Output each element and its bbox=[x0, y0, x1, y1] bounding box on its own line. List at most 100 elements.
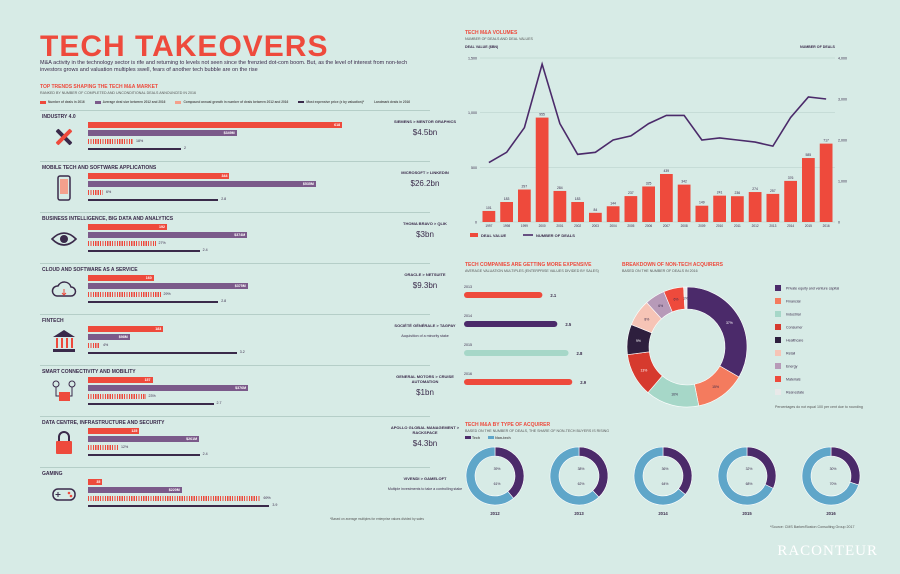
landmark-deal: ORACLE > NETSUITE $9.3bn bbox=[385, 272, 465, 296]
trend-name: FINTECH bbox=[42, 318, 64, 324]
eye-icon bbox=[50, 225, 78, 253]
y-tick-label: 1,500 bbox=[468, 57, 477, 61]
legend-label: Real estate bbox=[786, 391, 804, 395]
trend-name: BUSINESS INTELLIGENCE, BIG DATA AND ANAL… bbox=[42, 216, 174, 222]
legend-swatch bbox=[775, 298, 781, 304]
x-tick-label: 1999 bbox=[521, 224, 528, 228]
y2-tick-label: 2,000 bbox=[838, 139, 847, 143]
trend-row: CLOUD AND SOFTWARE AS A SERVICE 160 $375M 2… bbox=[40, 263, 446, 313]
multiple-bar bbox=[464, 379, 573, 385]
legend-label: Retail bbox=[786, 352, 795, 356]
cagr-value: 69% bbox=[263, 496, 271, 500]
x-tick-label: 2004 bbox=[610, 224, 617, 228]
bytype-title: TECH M&A BY TYPE OF ACQUIRER bbox=[465, 422, 551, 428]
avg-deal-size-bar: $261M bbox=[88, 436, 200, 442]
legend-label: Industrial bbox=[786, 313, 801, 317]
breakdown-title: BREAKDOWN OF NON-TECH ACQUIRERS bbox=[622, 262, 723, 268]
volumes-left-axis-label: DEAL VALUE ($bn) bbox=[465, 45, 499, 49]
cagr-bar bbox=[88, 343, 100, 348]
breakdown-subtitle: BASED ON THE NUMBER OF DEALS IN 2016 bbox=[622, 269, 698, 273]
landmark-deal-note: Acquisition of a minority stake bbox=[401, 334, 449, 339]
legend-label: Private equity and venture capital bbox=[786, 287, 839, 291]
slice-label: 6% bbox=[674, 298, 679, 302]
landmark-deal: SIEMENS > MENTOR GRAPHICS $4.5bn bbox=[385, 119, 465, 143]
cagr-value: 23% bbox=[148, 394, 156, 398]
bar-data-label: 297 bbox=[522, 185, 528, 189]
legend-deal-value: DEAL VALUE bbox=[481, 233, 507, 238]
trend-name: MOBILE TECH AND SOFTWARE APPLICATIONS bbox=[42, 165, 157, 171]
bytype-chart: 39% 61% 2012 38% 62% 2013 36% 64% 2014 32% 68% 2015… bbox=[465, 446, 861, 516]
x-tick-label: 2014 bbox=[787, 224, 794, 228]
deals-bar: 160 bbox=[88, 275, 154, 281]
bar-data-label: 84 bbox=[593, 208, 597, 212]
cagr-bar bbox=[88, 292, 161, 297]
deal-value-bar bbox=[713, 195, 726, 222]
legend-swatch bbox=[775, 350, 781, 356]
bank-icon bbox=[50, 327, 78, 355]
multiple-value: 3.2 bbox=[239, 350, 245, 354]
trends-footnote: *Based on average multiples for enterpri… bbox=[330, 517, 424, 521]
cagr-bar bbox=[88, 394, 146, 399]
landmark-deal-name: ORACLE > NETSUITE bbox=[404, 272, 446, 277]
year-label: 2015 bbox=[464, 343, 472, 347]
legend-deals: Number of deals in 2016 bbox=[40, 100, 85, 104]
cagr-value: 6% bbox=[106, 190, 112, 194]
tech-share-label: 62% bbox=[578, 482, 585, 486]
acquirer-type-slice bbox=[465, 446, 514, 506]
multiple-value: 2.4 bbox=[202, 248, 208, 252]
landmark-deal: MICROSOFT > LINKEDIN $26.2bn bbox=[385, 170, 465, 194]
deal-value-bar bbox=[802, 158, 815, 222]
avg-deal-size-bar: $98M bbox=[88, 334, 130, 340]
cagr-bar bbox=[88, 139, 133, 144]
cagr-value: 18% bbox=[136, 139, 144, 143]
bytype-legend-tech: Tech bbox=[465, 436, 480, 440]
slice-label: 9% bbox=[636, 339, 641, 343]
x-tick-label: 2000 bbox=[539, 224, 546, 228]
multiple-value: 2.1 bbox=[550, 293, 556, 298]
landmark-deal-name: MICROSOFT > LINKEDIN bbox=[401, 170, 449, 175]
nontech-share-label: 36% bbox=[662, 467, 669, 471]
acquirer-type-slice bbox=[578, 446, 609, 498]
bar-data-label: 149 bbox=[699, 201, 705, 205]
x-tick-label: 2003 bbox=[592, 224, 599, 228]
multiple-value: 2.8 bbox=[577, 351, 583, 356]
slice-label: 15% bbox=[712, 385, 719, 389]
deal-value-bar bbox=[731, 196, 744, 222]
y-tick-label: 0 bbox=[475, 221, 477, 225]
y2-tick-label: 0 bbox=[838, 221, 840, 225]
landmark-deal-note: Multiple investments to take a controlli… bbox=[387, 487, 463, 492]
x-tick-label: 2002 bbox=[574, 224, 581, 228]
trend-name: DATA CENTRE, INFRASTRUCTURE AND SECURITY bbox=[42, 420, 165, 426]
bar-data-label: 257 bbox=[770, 189, 776, 193]
bar-data-label: 241 bbox=[717, 191, 723, 195]
trend-row: BUSINESS INTELLIGENCE, BIG DATA AND ANAL… bbox=[40, 212, 447, 262]
deals-bar: 183 bbox=[88, 326, 164, 332]
expensive-title: TECH COMPANIES ARE GETTING MORE EXPENSIV… bbox=[465, 262, 592, 268]
trends-subtitle: RANKED BY NUMBER OF COMPLETED AND UNCOND… bbox=[40, 91, 196, 95]
expensive-chart: 2013 2.1 2014 2.5 2015 2.8 2016 2.9 bbox=[464, 285, 587, 385]
legend-label: Materials bbox=[786, 378, 801, 382]
avg-deal-size-bar: $375M bbox=[88, 283, 248, 289]
volumes-chart: 1,500 1,000 500 0 4,000 3,000 2,000 1,000 0 101 19… bbox=[468, 57, 847, 239]
bar-data-label: 274 bbox=[752, 187, 758, 191]
legend-label: Consumer bbox=[786, 326, 803, 330]
page-title: TECH TAKEOVERS bbox=[40, 30, 329, 63]
x-tick-label: 2008 bbox=[681, 224, 688, 228]
year-label: 2014 bbox=[658, 511, 668, 516]
trend-row: DATA CENTRE, INFRASTRUCTURE AND SECURITY… bbox=[40, 416, 459, 466]
acquirer-slice bbox=[686, 286, 748, 378]
trend-name: CLOUD AND SOFTWARE AS A SERVICE bbox=[42, 267, 138, 273]
slice-label: 13% bbox=[640, 369, 647, 373]
multiple-bar bbox=[88, 148, 181, 150]
bar-data-label: 376 bbox=[788, 176, 794, 180]
cagr-bar bbox=[88, 190, 103, 195]
deal-value-bar bbox=[748, 192, 762, 222]
acquirer-type-slice bbox=[549, 446, 600, 506]
trend-row: FINTECH 183 $98M 4% 3.2 SOCIÉTÉ GÉNÉRALE > TA… bbox=[40, 314, 456, 364]
trend-row: MOBILE TECH AND SOFTWARE APPLICATIONS 344… bbox=[40, 161, 449, 211]
legend-swatch bbox=[775, 285, 781, 291]
multiple-value: 2.7 bbox=[216, 401, 222, 405]
deal-value-bar bbox=[482, 210, 496, 222]
bar-data-label: 144 bbox=[610, 201, 616, 205]
smartphone-icon bbox=[50, 174, 78, 202]
